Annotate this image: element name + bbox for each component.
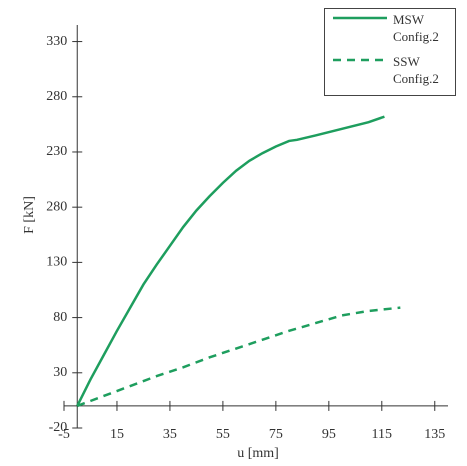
y-tick-label: 80 <box>53 310 67 325</box>
legend-entry: MSW Config.2 <box>325 9 455 49</box>
x-tick-label: 115 <box>372 427 392 442</box>
y-tick-label: 330 <box>46 34 67 49</box>
y-tick-label: 230 <box>46 144 67 159</box>
y-tick-label: 30 <box>53 365 67 380</box>
data-line <box>76 306 401 408</box>
legend: MSW Config.2 SSW Config.2 <box>324 8 456 96</box>
legend-label: MSW Config.2 <box>393 12 439 44</box>
y-tick-label: 280 <box>46 89 67 104</box>
x-tick-label: 135 <box>424 427 445 442</box>
legend-swatch <box>333 16 387 20</box>
data-line <box>76 115 385 407</box>
y-tick-label: 130 <box>46 255 67 270</box>
x-tick-label: 95 <box>322 427 336 442</box>
x-tick-label: 55 <box>216 427 230 442</box>
x-tick-label: 75 <box>269 427 283 442</box>
x-tick-label: 15 <box>110 427 124 442</box>
y-tick-label: 280 <box>46 199 67 214</box>
legend-label: SSW Config.2 <box>393 54 439 86</box>
legend-entry: SSW Config.2 <box>325 51 455 91</box>
x-tick-label: 35 <box>163 427 177 442</box>
x-tick-label: -5 <box>58 427 70 442</box>
x-axis-label: u [mm] <box>237 446 279 461</box>
legend-swatch <box>333 58 387 62</box>
y-axis-label: F [kN] <box>22 196 37 234</box>
y-tick-label: -20 <box>49 420 68 435</box>
